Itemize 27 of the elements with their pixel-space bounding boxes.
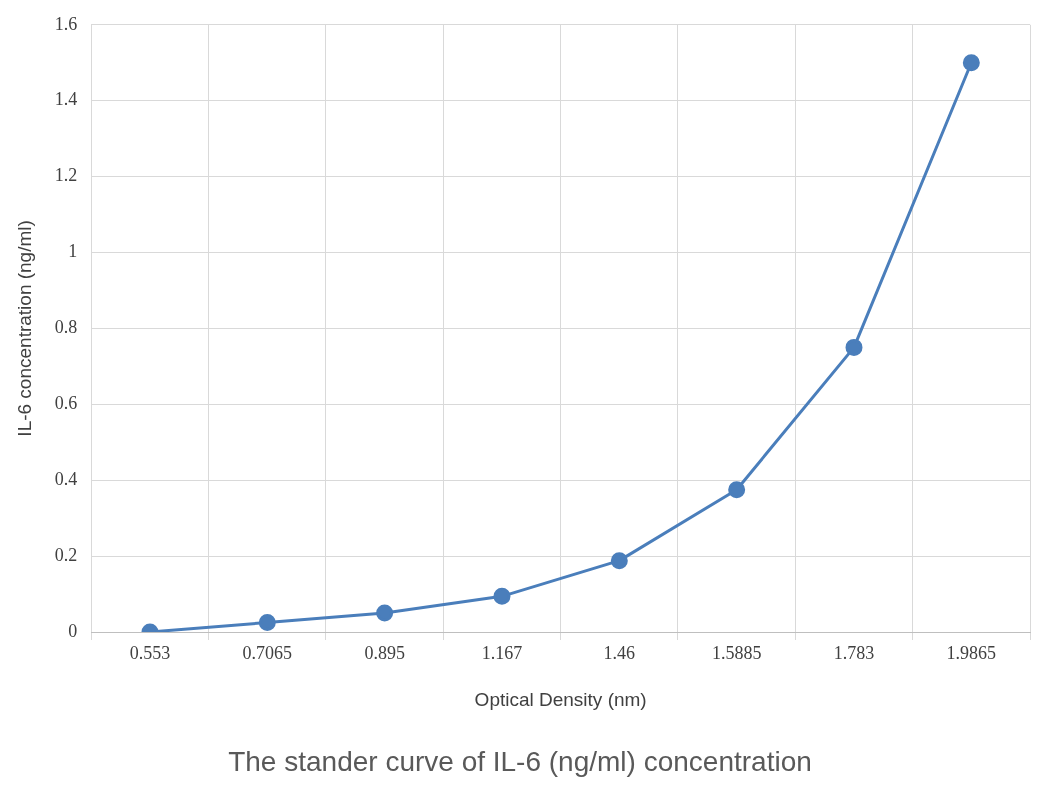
y-tick-label: 1.4: [54, 89, 78, 110]
y-tick-label: 1.2: [54, 165, 78, 186]
point: [258, 614, 276, 632]
point: [610, 552, 628, 570]
point: [962, 54, 980, 72]
point: [728, 481, 746, 499]
y-tick-label: 0: [68, 620, 78, 641]
x-tick-label: 0.7065: [242, 642, 293, 663]
y-tick-label: 0.8: [54, 317, 78, 338]
y-tick-label: 0.4: [54, 468, 78, 489]
x-tick-label: 0.895: [364, 642, 405, 663]
point: [376, 604, 394, 622]
x-tick-label: 1.167: [481, 642, 523, 663]
point: [845, 338, 863, 356]
y-tick-label: 0.6: [54, 393, 78, 414]
point: [493, 587, 511, 605]
x-tick-label: 1.5885: [711, 642, 762, 663]
x-axis-title: Optical Density (nm): [474, 689, 647, 711]
y-axis-title: IL-6 concentration (ng/ml): [13, 220, 35, 437]
text: The stander curve of IL-6 (ng/ml) concentration: [228, 745, 812, 777]
y-tick-label: 0.2: [54, 544, 78, 565]
x-tick-label: 1.9865: [946, 642, 997, 663]
y-tick-label: 1.6: [54, 13, 78, 34]
x-tick-label: 1.46: [603, 642, 636, 663]
x-tick-label: 0.553: [129, 642, 171, 663]
x-tick-label: 1.783: [833, 642, 875, 663]
y-tick-label: 1: [68, 241, 78, 262]
